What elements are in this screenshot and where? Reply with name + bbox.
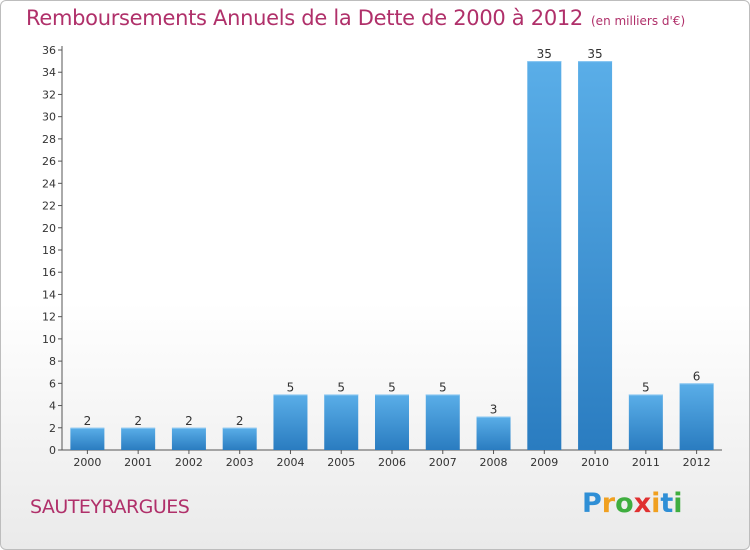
y-tick-label: 28: [42, 133, 56, 146]
bar-2010: [578, 61, 613, 450]
y-tick-label: 32: [42, 88, 56, 101]
bar-value-label: 5: [439, 380, 447, 394]
logo-letter: i: [651, 488, 661, 519]
x-tick-label: 2009: [530, 456, 558, 469]
x-tick-label: 2007: [429, 456, 457, 469]
y-tick-label: 16: [42, 266, 56, 279]
x-tick-label: 2011: [632, 456, 660, 469]
x-tick-label: 2003: [226, 456, 254, 469]
bar-value-label: 5: [642, 380, 650, 394]
bar-value-label: 2: [236, 414, 244, 428]
logo-letter: x: [633, 488, 652, 519]
y-tick-label: 26: [42, 155, 56, 168]
logo-letter: r: [601, 488, 616, 519]
y-tick-label: 30: [42, 111, 56, 124]
bar-2003: [222, 427, 257, 450]
chart-title: Remboursements Annuels de la Dette de 20…: [26, 6, 685, 30]
bar-value-label: 2: [84, 414, 92, 428]
y-tick-label: 12: [42, 311, 56, 324]
proxiti-logo: Proxiti: [582, 488, 683, 519]
x-tick-label: 2001: [124, 456, 152, 469]
bar-2007: [425, 394, 460, 450]
bar-2012: [679, 383, 714, 450]
bar-2011: [628, 394, 663, 450]
y-tick-label: 20: [42, 222, 56, 235]
bar-value-label: 3: [490, 403, 498, 417]
y-tick-label: 8: [49, 355, 56, 368]
chart-subtitle: (en milliers d'€): [591, 14, 686, 28]
bar-value-label: 5: [337, 380, 345, 394]
y-tick-label: 34: [42, 66, 56, 79]
bar-2004: [273, 394, 308, 450]
bar-2001: [121, 427, 156, 450]
x-tick-label: 2000: [73, 456, 101, 469]
bar-value-label: 5: [287, 380, 295, 394]
y-tick-label: 2: [49, 422, 56, 435]
logo-letter: t: [660, 488, 674, 519]
y-tick-label: 18: [42, 244, 56, 257]
chart-title-text: Remboursements Annuels de la Dette de 20…: [26, 6, 583, 30]
commune-name: SAUTEYRARGUES: [30, 496, 190, 518]
bar-value-label: 2: [134, 414, 142, 428]
y-tick-label: 6: [49, 377, 56, 390]
y-tick-label: 0: [49, 444, 56, 457]
x-tick-label: 2012: [683, 456, 711, 469]
x-tick-label: 2010: [581, 456, 609, 469]
y-tick-label: 14: [42, 288, 56, 301]
bar-value-label: 35: [587, 47, 602, 61]
logo-letter: i: [673, 488, 683, 519]
y-tick-label: 24: [42, 177, 56, 190]
bar-value-label: 5: [388, 380, 396, 394]
x-tick-label: 2008: [480, 456, 508, 469]
bar-2006: [375, 394, 409, 450]
bar-value-label: 6: [693, 369, 701, 383]
y-tick-label: 36: [42, 44, 56, 57]
bar-2002: [171, 427, 206, 450]
logo-letter: o: [615, 488, 634, 519]
bar-2005: [324, 394, 359, 450]
bar-2009: [527, 61, 562, 450]
y-tick-label: 4: [49, 400, 56, 413]
logo-letter: P: [582, 488, 602, 519]
y-tick-label: 10: [42, 333, 56, 346]
x-tick-label: 2004: [276, 456, 304, 469]
y-tick-label: 22: [42, 200, 56, 213]
bar-value-label: 2: [185, 414, 193, 428]
bar-value-label: 35: [537, 47, 552, 61]
x-tick-label: 2005: [327, 456, 355, 469]
x-tick-label: 2006: [378, 456, 406, 469]
x-tick-label: 2002: [175, 456, 203, 469]
bar-2000: [70, 427, 105, 450]
bar-2008: [476, 416, 511, 450]
